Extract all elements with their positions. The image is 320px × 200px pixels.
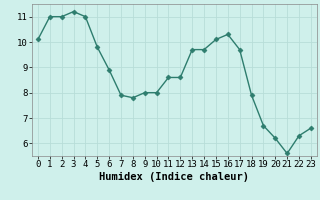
X-axis label: Humidex (Indice chaleur): Humidex (Indice chaleur) xyxy=(100,172,249,182)
